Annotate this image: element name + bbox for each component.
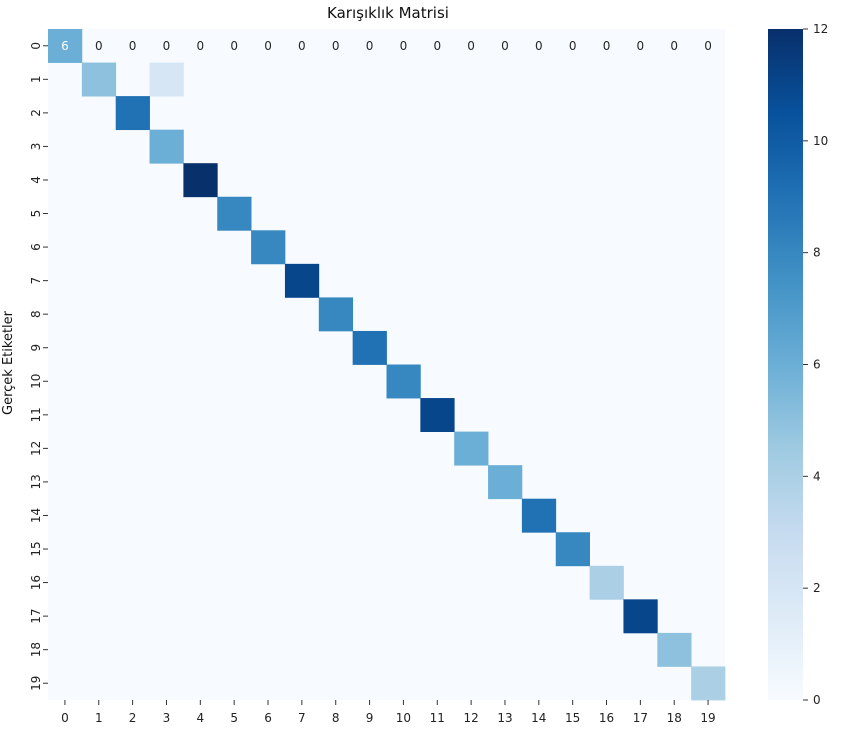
cell-annotation: 0 <box>230 39 238 53</box>
cell-annotation: 0 <box>129 39 137 53</box>
y-tick-label: 11 <box>29 407 43 422</box>
y-tick-label: 1 <box>29 75 43 83</box>
colorbar-tick-label: 0 <box>813 693 821 707</box>
colorbar-tick-label: 4 <box>813 469 821 483</box>
colorbar: 0 2 4 6 8 10 12 <box>768 22 828 707</box>
cell-annotation: 0 <box>603 39 611 53</box>
cell-annotation: 0 <box>332 39 340 53</box>
cell-annotation: 0 <box>704 39 712 53</box>
cell-annotation: 0 <box>95 39 103 53</box>
cell-annotation: 0 <box>467 39 475 53</box>
x-tick-label: 7 <box>298 711 306 725</box>
x-tick-label: 5 <box>230 711 238 725</box>
x-tick-label: 6 <box>264 711 272 725</box>
heatmap-cell <box>521 498 557 533</box>
heatmap-cell <box>217 196 252 231</box>
colorbar-tick-label: 8 <box>813 246 821 260</box>
heatmap-cells <box>48 29 726 701</box>
heatmap-cell <box>48 29 83 63</box>
cell-annotation: 0 <box>298 39 306 53</box>
cell-annotations: 6 0 0 0 0 0 0 0 0 0 0 0 0 0 0 0 0 0 0 0 <box>61 39 712 53</box>
cell-annotation: 0 <box>501 39 509 53</box>
x-tick-label: 9 <box>366 711 374 725</box>
y-tick-label: 17 <box>29 608 43 623</box>
y-tick-label: 6 <box>29 243 43 251</box>
heatmap-cell <box>657 632 692 667</box>
x-tick-label: 4 <box>197 711 205 725</box>
cell-annotation: 0 <box>366 39 374 53</box>
y-tick-label: 2 <box>29 109 43 117</box>
x-tick-label: 14 <box>531 711 546 725</box>
y-tick-label: 0 <box>29 42 43 50</box>
y-tick-label: 4 <box>29 176 43 184</box>
y-tick-label: 8 <box>29 310 43 318</box>
y-tick-label: 14 <box>29 508 43 523</box>
x-tick-label: 2 <box>129 711 137 725</box>
x-tick-label: 10 <box>396 711 411 725</box>
x-tick-label: 16 <box>599 711 614 725</box>
cell-annotation: 6 <box>61 39 69 53</box>
cell-annotation: 0 <box>197 39 205 53</box>
cell-annotation: 0 <box>433 39 441 53</box>
chart-title: Karışıklık Matrisi <box>327 4 449 22</box>
x-axis-ticks: 0 1 2 3 4 5 6 7 8 9 10 11 12 13 14 15 16 17 18 19 <box>61 700 716 725</box>
heatmap-cell <box>149 129 184 164</box>
y-tick-label: 5 <box>29 210 43 218</box>
cell-annotation: 0 <box>535 39 543 53</box>
y-tick-label: 12 <box>29 441 43 456</box>
y-tick-label: 3 <box>29 143 43 151</box>
cell-annotation: 0 <box>637 39 645 53</box>
y-tick-label: 19 <box>29 676 43 691</box>
heatmap-cell <box>454 431 489 466</box>
cell-annotation: 0 <box>400 39 408 53</box>
x-tick-label: 17 <box>633 711 648 725</box>
colorbar-gradient <box>768 29 803 700</box>
colorbar-ticks: 0 2 4 6 8 10 12 <box>803 22 828 707</box>
x-tick-label: 8 <box>332 711 340 725</box>
heatmap-cell <box>81 62 117 97</box>
colorbar-tick-label: 12 <box>813 22 828 36</box>
y-tick-label: 13 <box>29 474 43 489</box>
heatmap-cell <box>115 96 150 131</box>
heatmap-cell <box>555 532 590 567</box>
heatmap-cell <box>386 364 421 399</box>
colorbar-tick-label: 6 <box>813 358 821 372</box>
cell-annotation: 0 <box>264 39 272 53</box>
heatmap-cell <box>352 330 387 365</box>
heatmap-cell <box>149 62 184 97</box>
cell-annotation: 0 <box>569 39 577 53</box>
x-tick-label: 18 <box>667 711 682 725</box>
heatmap-cell <box>251 230 286 265</box>
heatmap-cell <box>420 398 455 432</box>
heatmap-cell <box>691 666 726 701</box>
colorbar-tick-label: 10 <box>813 134 828 148</box>
heatmap-cell <box>488 465 523 500</box>
y-tick-label: 16 <box>29 575 43 590</box>
x-tick-label: 15 <box>565 711 580 725</box>
heatmap-cell <box>318 297 354 332</box>
y-tick-label: 9 <box>29 344 43 352</box>
colorbar-tick-label: 2 <box>813 581 821 595</box>
y-tick-label: 18 <box>29 642 43 657</box>
x-tick-label: 3 <box>163 711 171 725</box>
cell-annotation: 0 <box>163 39 171 53</box>
y-tick-label: 15 <box>29 541 43 556</box>
y-axis-label: Gerçek Etiketler <box>1 310 16 415</box>
x-tick-label: 11 <box>430 711 445 725</box>
heatmap-cell <box>623 599 658 634</box>
heatmap-cell <box>589 565 624 600</box>
x-tick-label: 0 <box>61 711 69 725</box>
x-tick-label: 1 <box>95 711 103 725</box>
y-tick-label: 10 <box>29 374 43 389</box>
heatmap-cell <box>284 263 320 298</box>
heatmap-cell <box>183 163 218 198</box>
cell-annotation: 0 <box>670 39 678 53</box>
y-tick-label: 7 <box>29 277 43 285</box>
x-tick-label: 12 <box>463 711 478 725</box>
x-tick-label: 13 <box>497 711 512 725</box>
x-tick-label: 19 <box>700 711 715 725</box>
